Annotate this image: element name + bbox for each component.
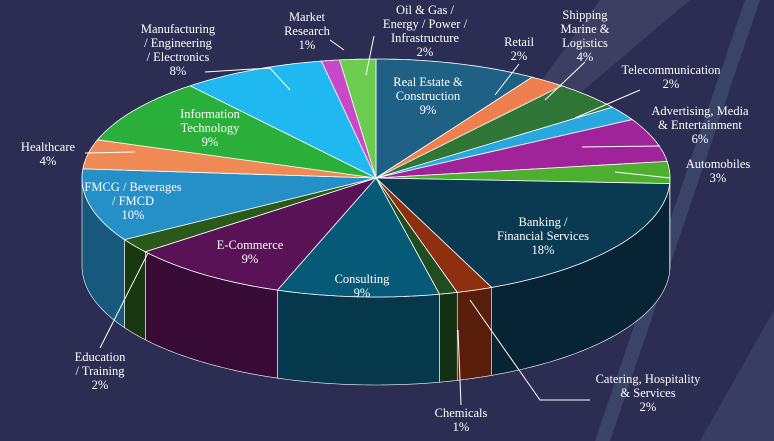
pie-top	[81, 58, 671, 298]
slice-label-value: 1%	[298, 38, 316, 52]
slice-label-name: Manufacturing / Engineering / Electronic…	[140, 22, 216, 64]
slice-label-name: Telecommunication	[621, 63, 721, 77]
slice-label-value: 8%	[169, 64, 187, 78]
pie-slice-13[interactable]	[82, 139, 377, 179]
slice-label-name: Retail	[504, 35, 534, 49]
slice-label-name: Oil & Gas / Energy / Power / Infrastruct…	[382, 3, 468, 45]
slice-label: FMCG / Beverages / FMCD 10%	[84, 180, 181, 222]
slice-label-value: 10%	[121, 208, 145, 222]
slice-label-value: 6%	[691, 132, 709, 146]
slice-label-name: Education / Training	[74, 350, 126, 378]
slice-label-name: Chemicals	[434, 406, 488, 420]
slice-label-name: Shipping Marine & Logistics	[560, 8, 610, 50]
leader-line-3	[574, 89, 641, 119]
pie-slice-5[interactable]	[375, 160, 671, 185]
slice-label-value: 9%	[201, 135, 219, 149]
pie-slice-0[interactable]	[375, 58, 534, 179]
pie-slice-12[interactable]	[81, 168, 377, 241]
slice-label: Education / Training 2%	[75, 350, 126, 392]
slice-label-value: 18%	[531, 243, 555, 257]
slice-label: Real Estate & Construction 9%	[393, 75, 462, 117]
slice-label: Automobiles 3%	[686, 157, 751, 185]
leader-line-17	[365, 35, 375, 76]
slice-label: Advertising, Media & Entertainment 6%	[651, 104, 748, 146]
slice-label-name: Consulting	[334, 272, 390, 286]
leader-line-4	[581, 145, 661, 148]
leader-line-13	[84, 151, 136, 154]
slice-label-value: 3%	[709, 171, 727, 185]
slice-label: Oil & Gas / Energy / Power / Infrastruct…	[383, 3, 467, 59]
slice-label: Retail 2%	[504, 35, 534, 63]
slice-label: E-Commerce 9%	[217, 238, 284, 266]
pie-slice-16[interactable]	[320, 59, 377, 179]
leader-line-7	[469, 299, 590, 401]
leader-line-8	[457, 329, 462, 406]
pie-side-7	[456, 287, 492, 381]
pie-side-9	[277, 289, 440, 386]
pie-slice-2[interactable]	[375, 85, 614, 179]
leader-line-11	[99, 252, 149, 349]
pie-slice-10[interactable]	[144, 177, 378, 291]
slice-label-value: 2%	[662, 77, 680, 91]
slice-label-value: 1%	[452, 420, 470, 434]
slice-label: Information Technology 9%	[180, 107, 240, 149]
slice-label: Chemicals 1%	[435, 406, 488, 434]
slice-label-value: 4%	[39, 154, 57, 168]
slice-label: Banking / Financial Services 18%	[497, 215, 589, 257]
slice-label-value: 2%	[510, 49, 528, 63]
pie-slice-9[interactable]	[276, 177, 441, 298]
pie-side-walls	[81, 177, 671, 386]
leader-line-2	[544, 61, 586, 101]
pie-slice-6[interactable]	[374, 177, 671, 288]
slice-label-name: Information Technology	[180, 107, 240, 135]
leader-line-15	[204, 67, 291, 91]
leader-line-1	[494, 63, 520, 96]
slice-label: Catering, Hospitality & Services 2%	[596, 372, 701, 414]
slice-label-value: 9%	[419, 103, 437, 117]
slice-label-value: 2%	[91, 378, 109, 392]
pie-slice-7[interactable]	[375, 177, 493, 293]
slice-label-name: FMCG / Beverages / FMCD	[84, 180, 182, 208]
leader-lines	[84, 35, 671, 406]
pie-side-11	[124, 239, 146, 341]
slice-label: Market Research 1%	[284, 10, 330, 52]
slice-label-name: E-Commerce	[216, 238, 284, 252]
pie-slice-8[interactable]	[375, 177, 458, 295]
slice-label-value: 9%	[353, 286, 371, 300]
slice-label-name: Banking / Financial Services	[497, 215, 589, 243]
slice-label-name: Market Research	[284, 10, 330, 38]
leader-line-5	[614, 171, 671, 179]
pie-slice-11[interactable]	[123, 177, 377, 253]
pie-slice-4[interactable]	[375, 119, 668, 179]
leader-line-16	[329, 39, 345, 51]
slice-label-name: Healthcare	[20, 140, 76, 154]
slice-label-name: Real Estate & Construction	[393, 75, 463, 103]
slice-label: Healthcare 4%	[21, 140, 75, 168]
slice-label: Shipping Marine & Logistics 4%	[561, 8, 610, 64]
slice-label-value: 2%	[416, 45, 434, 59]
slice-label: Telecommunication 2%	[621, 63, 720, 91]
slice-label-name: Automobiles	[685, 157, 751, 171]
slice-label-value: 9%	[241, 252, 259, 266]
slice-label: Consulting 9%	[335, 272, 390, 300]
slice-label-value: 4%	[576, 50, 594, 64]
pie-side-8	[439, 292, 458, 383]
slice-label-value: 2%	[639, 400, 657, 414]
slice-label-name: Advertising, Media & Entertainment	[651, 104, 749, 132]
slice-label: Manufacturing / Engineering / Electronic…	[141, 22, 215, 78]
pie-slice-3[interactable]	[375, 106, 633, 179]
pie-slice-1[interactable]	[375, 76, 563, 179]
pie-slice-15[interactable]	[189, 60, 377, 179]
pie-slice-14[interactable]	[96, 85, 377, 179]
pie-slice-17[interactable]	[338, 58, 377, 179]
slice-label-name: Catering, Hospitality & Services	[595, 372, 701, 400]
